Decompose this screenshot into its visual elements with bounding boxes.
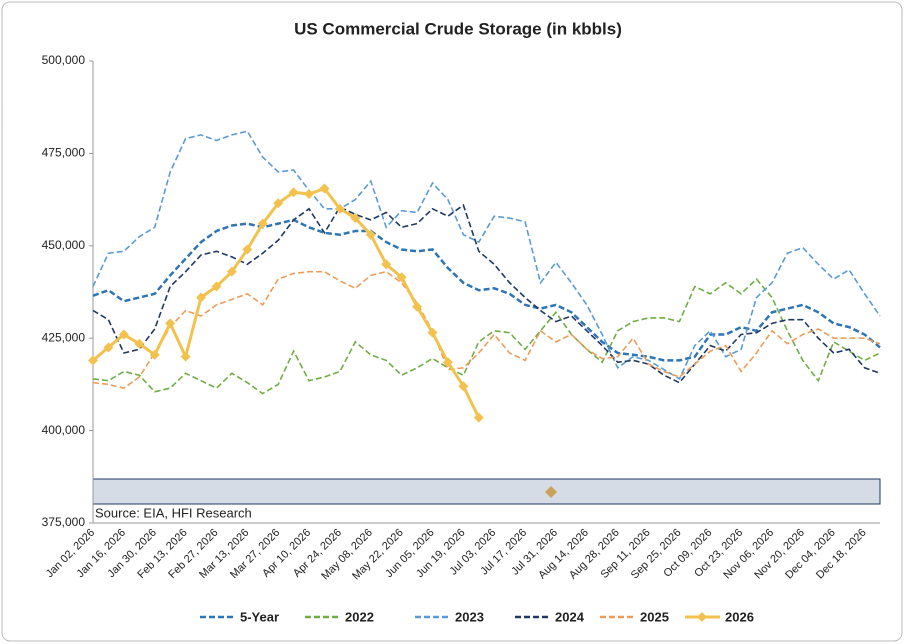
legend-label: 2025 <box>640 609 669 624</box>
y-tick-label: 375,000 <box>42 515 86 529</box>
legend-label: 2026 <box>725 609 754 624</box>
series-marker <box>350 213 361 224</box>
series-marker <box>334 203 345 214</box>
series-marker <box>396 272 407 283</box>
series-marker <box>226 266 237 277</box>
series-marker <box>381 259 392 270</box>
band-marker <box>545 486 557 498</box>
series-marker <box>134 338 145 349</box>
series-marker <box>211 281 222 292</box>
series-marker <box>365 229 376 240</box>
series-marker <box>473 412 484 423</box>
legend-label: 2023 <box>455 609 484 624</box>
y-tick-label: 400,000 <box>42 423 86 437</box>
series-marker <box>180 351 191 362</box>
series-marker <box>304 189 315 200</box>
band <box>92 478 881 505</box>
y-tick-label: 500,000 <box>42 53 86 67</box>
series-marker <box>149 349 160 360</box>
series-marker <box>118 329 129 340</box>
series-line <box>92 277 881 395</box>
series-line <box>92 130 881 381</box>
legend-label: 5-Year <box>240 609 279 624</box>
legend-label: 2024 <box>555 609 585 624</box>
series-marker <box>165 318 176 329</box>
series-marker <box>242 244 253 255</box>
series-line <box>92 186 481 419</box>
series-marker <box>458 381 469 392</box>
series-marker <box>442 357 453 368</box>
chart-title: US Commercial Crude Storage (in kbbls) <box>294 19 622 38</box>
series-marker <box>103 342 114 353</box>
legend-marker <box>697 612 707 622</box>
series-line <box>92 218 881 362</box>
series-marker <box>196 292 207 303</box>
y-tick-label: 475,000 <box>42 146 86 160</box>
series-line <box>92 270 881 389</box>
series-marker <box>257 218 268 229</box>
series-marker <box>288 187 299 198</box>
series-marker <box>319 183 330 194</box>
series-marker <box>273 198 284 209</box>
series-line <box>92 203 881 384</box>
legend-label: 2022 <box>345 609 374 624</box>
y-tick-label: 450,000 <box>42 238 86 252</box>
source-note: Source: EIA, HFI Research <box>95 505 252 520</box>
series-marker <box>427 327 438 338</box>
y-tick-label: 425,000 <box>42 330 86 344</box>
series-marker <box>412 301 423 312</box>
series-marker <box>88 355 98 366</box>
